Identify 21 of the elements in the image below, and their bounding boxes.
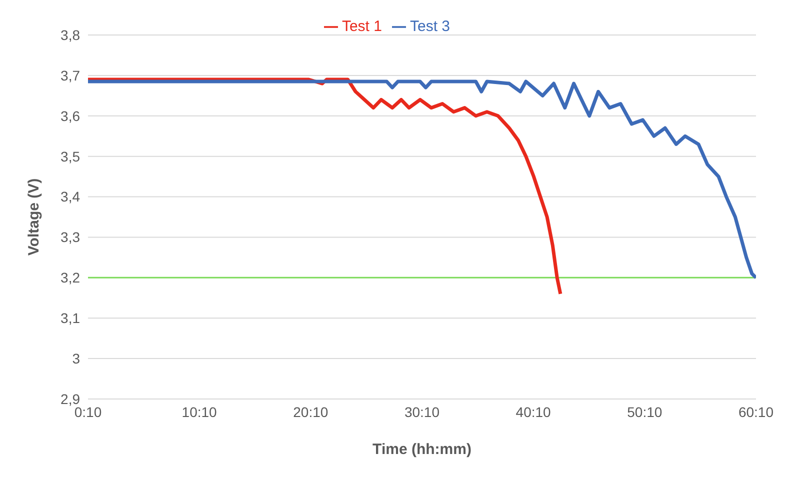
y-tick-label: 3 <box>72 350 80 367</box>
line-series <box>88 78 562 296</box>
y-tick-label: 3,3 <box>60 229 80 246</box>
x-tick-label: 60:10 <box>738 404 774 420</box>
y-tick-label: 3,5 <box>60 148 80 164</box>
x-axis-title: Time (hh:mm) <box>372 441 472 458</box>
x-tick-label: 50:10 <box>627 404 662 420</box>
y-tick-label: 3,4 <box>60 188 80 205</box>
y-tick-label: 3,7 <box>60 67 80 84</box>
x-tick-label: 40:10 <box>516 404 552 420</box>
y-axis-title: Voltage (V) <box>25 178 42 256</box>
x-tick-label: 10:10 <box>182 404 218 420</box>
x-tick-label: 30:10 <box>404 404 440 420</box>
y-tick-label: 3,6 <box>60 108 80 124</box>
y-tick-label: 3,8 <box>60 26 80 43</box>
line-series <box>88 80 756 280</box>
legend-label: Test 1 <box>342 18 382 35</box>
y-tick-label: 3,1 <box>60 310 80 326</box>
x-tick-label: 20:10 <box>293 404 328 420</box>
y-tick-label: 3,2 <box>60 270 80 286</box>
legend-label: Test 3 <box>410 18 450 35</box>
